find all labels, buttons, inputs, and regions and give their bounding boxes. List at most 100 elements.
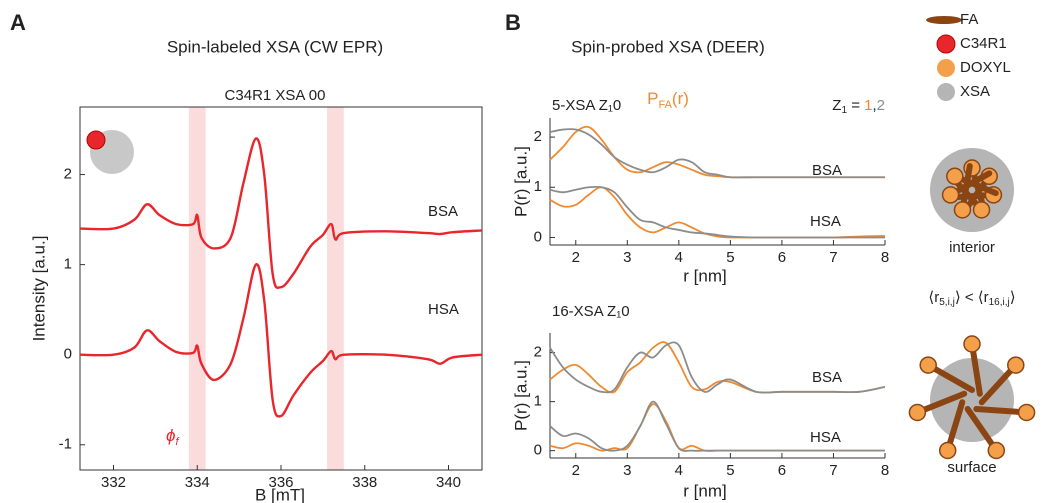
text-part: ⟩ — [1010, 289, 1016, 306]
y-tick-label: 0 — [64, 346, 72, 363]
text-part: 5,i,j — [939, 297, 955, 308]
doxyl-bead — [941, 186, 960, 204]
data-line — [79, 137, 483, 290]
legend-icon — [936, 34, 956, 54]
y-tick-label: 2 — [64, 166, 72, 183]
legend-label: DOXYL — [960, 59, 1011, 76]
panel-letter: B — [505, 10, 521, 35]
y-tick-label: 2 — [534, 344, 542, 361]
x-tick-label: 2 — [572, 249, 580, 266]
legend-icon — [937, 59, 955, 77]
x-tick-label: 8 — [881, 249, 889, 266]
text-part: ⟩ < ⟨r — [955, 289, 989, 306]
label-icon — [86, 130, 106, 150]
phi-label: ϕf — [166, 426, 179, 447]
x-tick-label: 7 — [829, 462, 837, 479]
x-axis-label: B [mT] — [255, 485, 305, 503]
y-tick-label: 1 — [64, 256, 72, 273]
doxyl-bead — [953, 201, 972, 219]
text-part: f — [175, 436, 179, 448]
doxyl-bead — [1007, 356, 1025, 374]
text-part: 1 — [864, 97, 872, 114]
y-tick-label: 1 — [534, 393, 542, 410]
comparison: ⟨r5,i,j⟩ < ⟨r16,i,j⟩ — [928, 289, 1015, 308]
x-tick-label: 6 — [778, 462, 786, 479]
x-tick-label: 6 — [778, 249, 786, 266]
y-tick-label: 2 — [534, 128, 542, 145]
x-tick-label: 334 — [185, 474, 210, 491]
curve-label: BSA — [812, 369, 842, 386]
x-tick-label: 3 — [623, 249, 631, 266]
text-part: 16,i,j — [989, 297, 1010, 308]
y-tick-label: 0 — [534, 228, 542, 245]
curve-label: BSA — [428, 203, 458, 220]
text-part: Z — [832, 97, 841, 114]
x-tick-label: 332 — [101, 474, 126, 491]
x-tick-label: 5 — [726, 249, 734, 266]
chart-title: C34R1 XSA 00 — [225, 87, 326, 104]
highlight-band — [327, 107, 344, 470]
y-tick-label: 0 — [534, 442, 542, 459]
x-axis-label: r [nm] — [683, 481, 726, 500]
doxyl-bead — [963, 335, 981, 353]
text-part: ϕ — [166, 426, 175, 445]
data-line — [549, 128, 885, 179]
chart-title: 5-XSA Z₁0 — [552, 97, 621, 114]
doxyl-bead — [908, 403, 927, 422]
curve-label: BSA — [812, 162, 842, 179]
legend-icon — [926, 16, 962, 24]
x-tick-label: 7 — [829, 249, 837, 266]
legend-label: FA — [960, 11, 978, 28]
legend-label: XSA — [960, 83, 990, 100]
x-tick-label: 4 — [675, 462, 683, 479]
legend-label: C34R1 — [960, 35, 1007, 52]
x-tick-label: 5 — [726, 462, 734, 479]
text-part: 1 — [841, 105, 847, 116]
pfa-label: PFA(r) — [647, 89, 689, 110]
doxyl-bead — [972, 201, 991, 219]
text-part: , — [872, 97, 876, 114]
curve-label: HSA — [428, 301, 459, 318]
x-tick-label: 336 — [268, 474, 293, 491]
panel-title: Spin-labeled XSA (CW EPR) — [167, 37, 383, 56]
curve-label: HSA — [810, 429, 841, 446]
data-line — [549, 185, 885, 239]
z1-label: Z1 = 1,2 — [832, 97, 885, 116]
data-line — [79, 263, 483, 418]
x-tick-label: 4 — [675, 249, 683, 266]
legend-icon — [937, 83, 955, 101]
x-tick-label: 2 — [572, 462, 580, 479]
text-part: = — [847, 97, 864, 114]
doxyl-bead — [1017, 403, 1036, 422]
doxyl-bead — [946, 167, 964, 186]
curve-label: HSA — [810, 213, 841, 230]
data-line — [549, 341, 886, 394]
doxyl-bead — [938, 441, 957, 460]
x-tick-label: 340 — [436, 474, 461, 491]
y-tick-label: -1 — [59, 436, 72, 453]
data-line — [549, 400, 885, 452]
y-axis-label: P(r) [a.u.] — [511, 360, 530, 431]
text-part: (r) — [672, 89, 689, 108]
doxyl-bead — [919, 356, 937, 374]
doxyl-bead — [987, 441, 1006, 460]
panel-title: Spin-probed XSA (DEER) — [571, 37, 765, 56]
x-axis-label: r [nm] — [683, 266, 726, 285]
schematic-label: surface — [947, 459, 996, 476]
schematic-label: interior — [949, 239, 995, 256]
y-axis-label: Intensity [a.u.] — [29, 236, 48, 342]
text-part: 2 — [877, 97, 885, 114]
x-tick-label: 8 — [881, 462, 889, 479]
chart-title: 16-XSA Z₁0 — [552, 303, 630, 320]
x-tick-label: 338 — [352, 474, 377, 491]
text-part: FA — [658, 99, 672, 111]
panel-letter: A — [10, 10, 26, 35]
text-part: P — [647, 89, 658, 108]
y-tick-label: 1 — [534, 178, 542, 195]
highlight-band — [188, 107, 206, 470]
y-axis-label: P(r) [a.u.] — [511, 146, 530, 217]
text-part: ⟨r — [928, 289, 939, 306]
x-tick-label: 3 — [623, 462, 631, 479]
